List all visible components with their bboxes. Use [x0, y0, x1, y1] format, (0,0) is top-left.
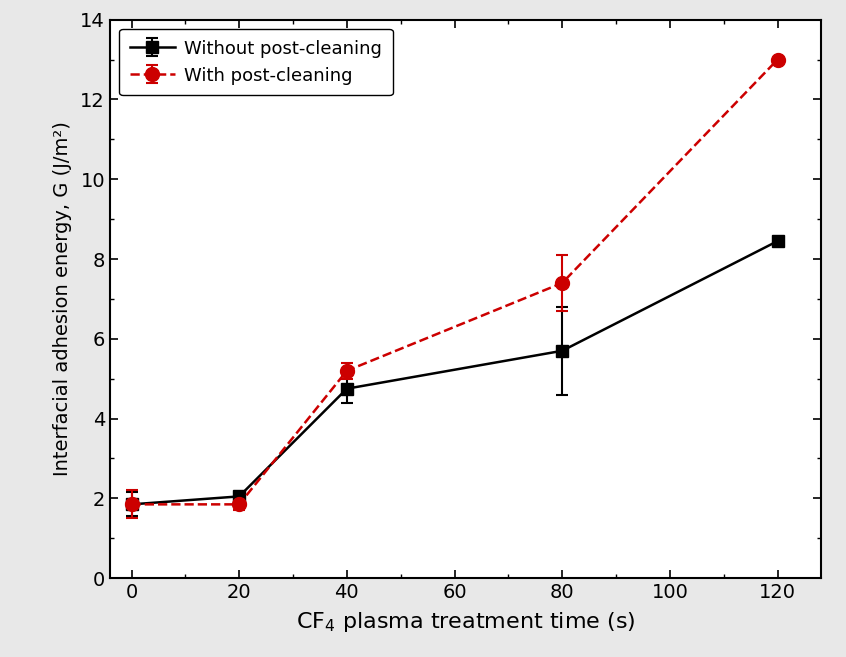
Y-axis label: Interfacial adhesion energy, G (J/m²): Interfacial adhesion energy, G (J/m²) [53, 122, 72, 476]
Legend: Without post-cleaning, With post-cleaning: Without post-cleaning, With post-cleanin… [119, 29, 393, 95]
X-axis label: CF$_4$ plasma treatment time (s): CF$_4$ plasma treatment time (s) [295, 610, 635, 635]
